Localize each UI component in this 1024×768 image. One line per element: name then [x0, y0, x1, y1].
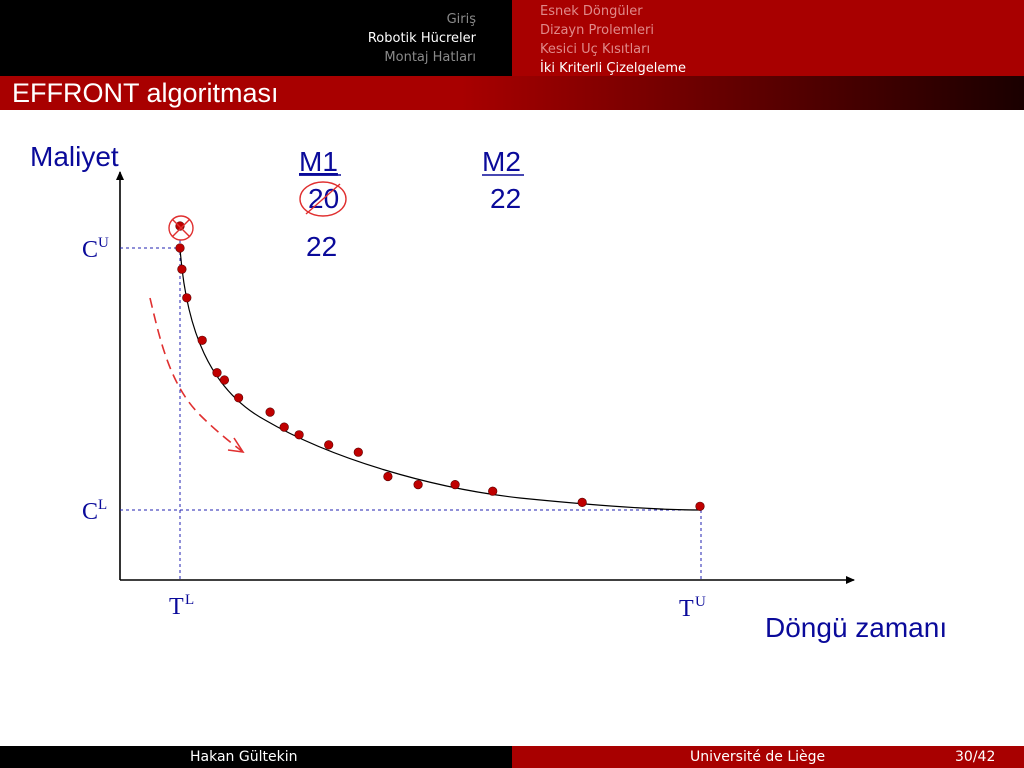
- data-point-6: [212, 368, 222, 378]
- footer: Hakan Gültekin Université de Liège 30/42: [0, 746, 1024, 768]
- y-axis-label: Maliyet: [30, 141, 119, 172]
- slide-title: EFFRONT algoritması: [12, 78, 279, 108]
- cl-label: C: [82, 499, 98, 525]
- m1-old-value-strike-line: [305, 183, 341, 215]
- data-point-3: [177, 264, 187, 274]
- footer-author: Hakan Gültekin: [190, 749, 298, 765]
- subsection-nav-item-3[interactable]: Kesici Uç Kısıtları: [540, 42, 651, 57]
- footer-right: [512, 746, 1024, 768]
- m2-label: M2: [482, 146, 521, 177]
- data-point-7: [219, 375, 229, 385]
- section-nav-item-2[interactable]: Robotik Hücreler: [367, 31, 476, 46]
- data-point-9: [265, 407, 275, 417]
- subsection-nav-item-1[interactable]: Esnek Döngüler: [540, 4, 643, 19]
- data-point-10: [279, 422, 289, 432]
- cu-label: C: [82, 237, 98, 263]
- subsection-nav-item-2[interactable]: Dizayn Prolemleri: [540, 23, 654, 38]
- header-right-panel: Esnek Döngüler Dizayn Prolemleri Kesici Uç…: [512, 0, 1024, 76]
- data-point-11: [294, 430, 304, 440]
- rejected-point-cross-b: [171, 218, 191, 238]
- x-axis-label: Döngü zamanı: [765, 612, 947, 643]
- cl-label-superscript: L: [98, 497, 107, 513]
- tradeoff-figure: Maliyet Döngü zamanı C U C L T L T U M1 …: [30, 141, 947, 643]
- section-nav: Giriş Robotik Hücreler Montaj Hatları: [368, 10, 476, 67]
- section-nav-item-1[interactable]: Giriş: [446, 12, 476, 27]
- m2-value: 22: [490, 183, 521, 214]
- tu-label: T: [679, 596, 694, 622]
- data-point-8: [234, 393, 244, 403]
- cu-label-superscript: U: [98, 235, 109, 251]
- data-points: [175, 221, 705, 511]
- data-point-2: [175, 243, 185, 253]
- data-point-13: [353, 447, 363, 457]
- data-point-17: [488, 486, 498, 496]
- section-nav-item-3[interactable]: Montaj Hatları: [384, 50, 476, 65]
- subsection-nav-item-4[interactable]: İki Kriterli Çizelgeleme: [540, 61, 687, 76]
- header-left-panel: Giriş Robotik Hücreler Montaj Hatları: [0, 0, 512, 76]
- tl-label-superscript: L: [185, 592, 194, 608]
- data-point-19: [695, 501, 705, 511]
- data-point-5: [197, 335, 207, 345]
- search-direction-arrow: [149, 297, 244, 453]
- data-point-14: [383, 471, 393, 482]
- footer-left: [0, 746, 512, 768]
- footer-page-number: 30/42: [955, 749, 996, 765]
- m1-new-value: 22: [306, 231, 337, 262]
- tl-label: T: [169, 594, 184, 620]
- title-bar: EFFRONT algoritması: [0, 76, 1024, 110]
- data-point-12: [324, 440, 334, 450]
- data-point-15: [413, 480, 423, 490]
- footer-institution: Université de Liège: [690, 749, 826, 765]
- m1-label: M1: [299, 146, 338, 177]
- tu-label-superscript: U: [695, 594, 706, 610]
- data-point-16: [450, 480, 460, 490]
- data-point-1: [175, 221, 185, 231]
- subsection-nav: Esnek Döngüler Dizayn Prolemleri Kesici Uç…: [540, 2, 686, 78]
- search-direction-arrowhead: [227, 437, 245, 454]
- data-point-18: [577, 497, 587, 508]
- rejected-point-circle: [168, 215, 194, 241]
- m1-old-value-strike-circle: [299, 181, 347, 217]
- tradeoff-curve: [179, 247, 701, 511]
- data-point-4: [182, 293, 192, 303]
